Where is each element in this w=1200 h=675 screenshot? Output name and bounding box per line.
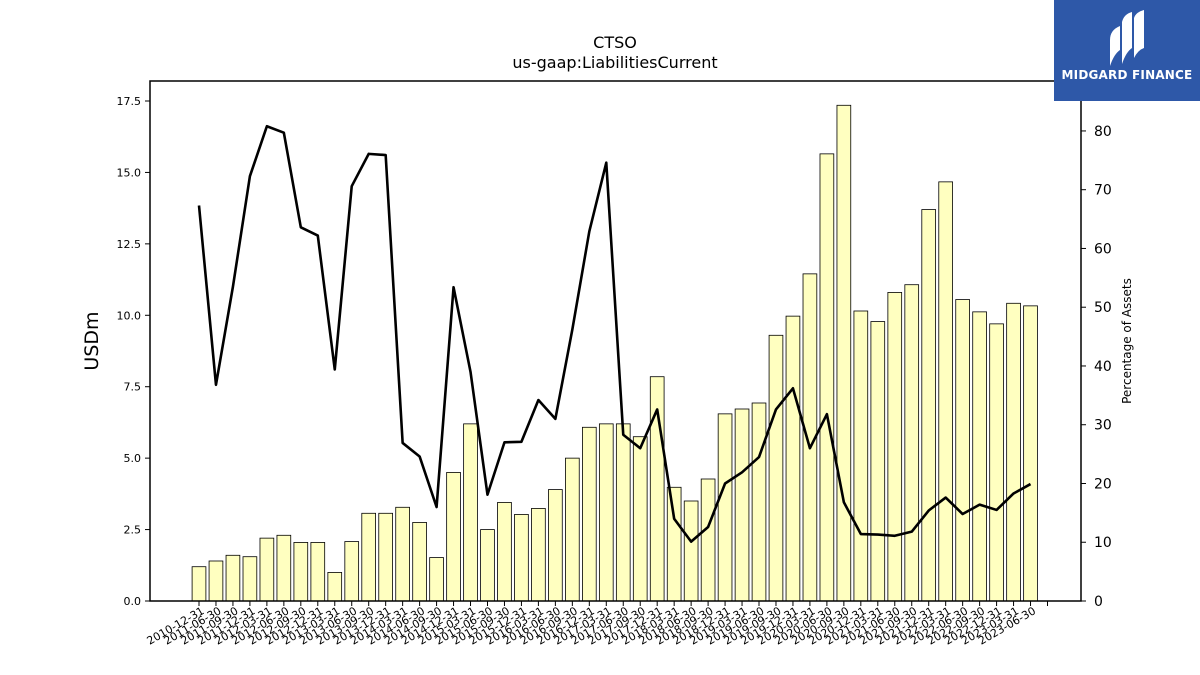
left-axis: 0.0 2.5 5.0 7.5 10.0 12.5 15.0 17.5 <box>117 95 150 608</box>
bar <box>412 522 427 602</box>
bar <box>310 542 326 602</box>
bar <box>615 423 631 602</box>
brand-name: MIDGARD FINANCE <box>1061 68 1193 82</box>
y2-tick-label: 0 <box>1094 594 1103 610</box>
y-tick-label: 5.0 <box>124 452 142 465</box>
y-tick-label: 15.0 <box>117 166 142 179</box>
bar <box>446 472 461 602</box>
bar <box>904 284 920 602</box>
bar <box>361 512 376 602</box>
bar <box>734 408 750 602</box>
bar <box>514 514 529 602</box>
bar <box>497 502 512 602</box>
line-series <box>197 124 1032 543</box>
bar <box>191 566 207 602</box>
bar <box>717 413 733 602</box>
bar <box>463 423 478 602</box>
chart-subtitle: us-gaap:LiabilitiesCurrent <box>512 53 717 72</box>
bar <box>293 542 309 602</box>
y-tick-label: 12.5 <box>117 238 142 251</box>
y-tick-label: 0.0 <box>124 595 142 608</box>
bar <box>327 572 343 602</box>
bar <box>700 478 716 602</box>
plot-frame <box>149 80 1082 602</box>
bar <box>276 534 292 602</box>
bar <box>1006 302 1021 602</box>
chart-title: CTSO <box>593 33 637 52</box>
bar <box>395 506 410 602</box>
bar <box>242 556 258 602</box>
y2-tick-label: 30 <box>1094 418 1112 434</box>
y2-tick-label: 10 <box>1094 535 1112 551</box>
bar <box>972 311 987 602</box>
bar <box>887 292 903 602</box>
y2-tick-label: 80 <box>1094 124 1112 140</box>
y-tick-label: 17.5 <box>117 95 142 108</box>
bar <box>853 310 869 602</box>
midgard-logo-icon <box>1110 10 1144 66</box>
bar <box>785 315 801 602</box>
right-axis: 0 10 20 30 40 50 60 70 80 <box>1081 124 1112 610</box>
bar <box>548 489 563 602</box>
bar <box>1023 305 1038 602</box>
bar <box>225 554 241 602</box>
brand-logo: MIDGARD FINANCE <box>1054 0 1200 101</box>
bar <box>921 209 937 602</box>
y-tick-label: 2.5 <box>124 524 142 537</box>
bar <box>565 457 580 602</box>
bar <box>429 557 444 602</box>
bar <box>598 423 614 602</box>
y2-tick-label: 60 <box>1094 241 1112 257</box>
y2-tick-label: 50 <box>1094 300 1112 316</box>
bar <box>768 334 784 602</box>
x-axis: 2010-12-312011-06-302011-09-302011-12-31… <box>145 601 1048 648</box>
bar <box>344 541 360 602</box>
bar <box>836 104 852 602</box>
bar <box>683 500 699 602</box>
bar <box>751 402 767 602</box>
bar <box>531 508 546 602</box>
bar-series <box>191 104 1038 602</box>
bar <box>208 560 224 602</box>
y2-tick-label: 40 <box>1094 359 1112 375</box>
y2-tick-label: 70 <box>1094 183 1112 199</box>
bar <box>259 537 275 602</box>
y-axis-label: USDm <box>81 311 103 370</box>
bar <box>938 181 953 602</box>
bar <box>666 486 682 602</box>
line-series-path <box>197 124 1032 543</box>
bar <box>480 529 495 602</box>
y-tick-label: 10.0 <box>117 309 142 322</box>
y2-axis-label: Percentage of Assets <box>1120 278 1134 404</box>
y2-tick-label: 20 <box>1094 476 1112 492</box>
bar <box>989 323 1004 602</box>
bar <box>632 436 648 602</box>
bar <box>955 299 970 602</box>
bar <box>582 426 597 602</box>
bar <box>870 321 886 602</box>
y-tick-label: 7.5 <box>124 381 142 394</box>
bar <box>378 512 393 602</box>
bar <box>819 153 835 602</box>
